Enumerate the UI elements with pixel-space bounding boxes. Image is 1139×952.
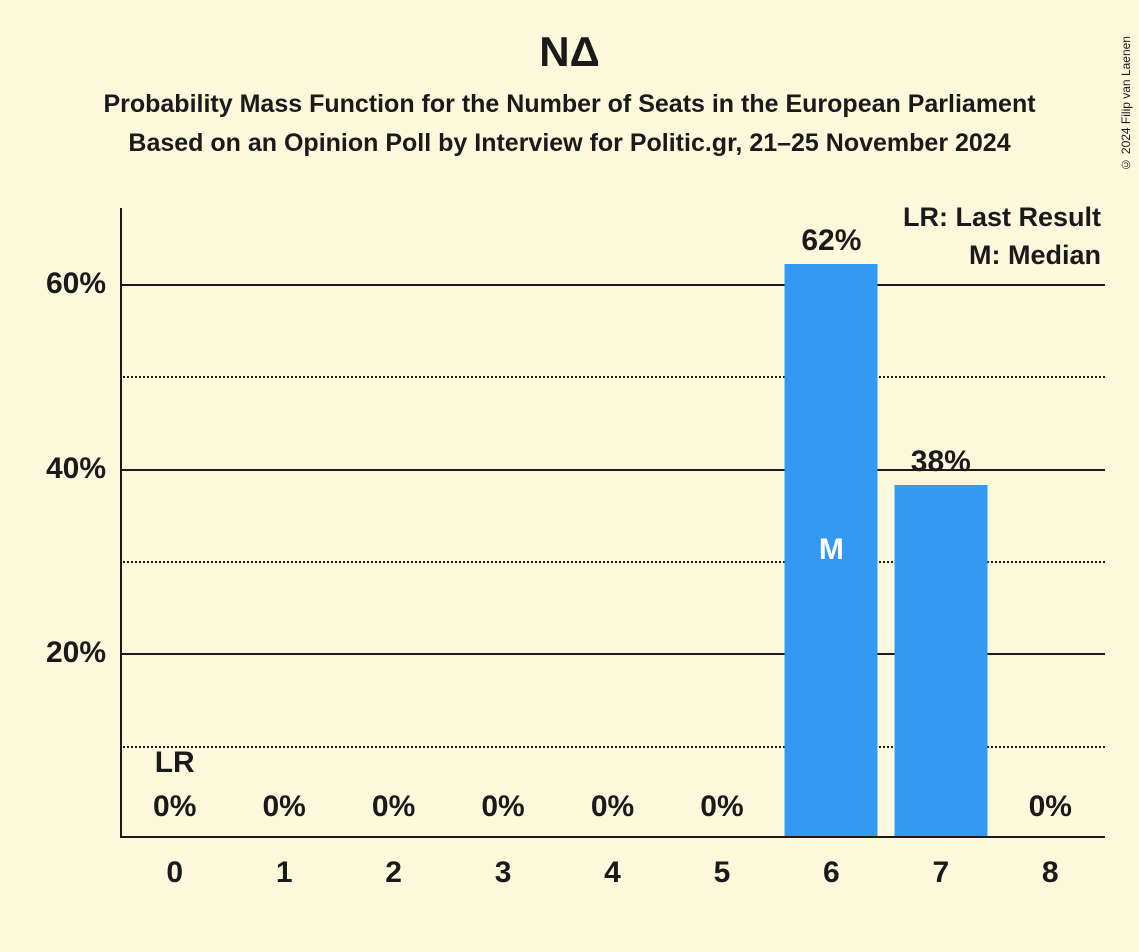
x-tick-label: 3 — [495, 856, 512, 890]
subtitle-2: Based on an Opinion Poll by Interview fo… — [0, 129, 1139, 158]
bar-value-label: 0% — [372, 790, 415, 824]
gridline-major — [120, 284, 1105, 286]
gridline-minor — [120, 376, 1105, 378]
bar-value-label: 0% — [262, 790, 305, 824]
x-tick-label: 0 — [166, 856, 183, 890]
y-axis — [120, 208, 122, 838]
bar: 62%M — [785, 264, 878, 836]
bar-value-label: 0% — [700, 790, 743, 824]
x-tick-label: 8 — [1042, 856, 1059, 890]
last-result-marker: LR — [155, 746, 195, 780]
x-tick-label: 5 — [714, 856, 731, 890]
bar-value-label: 62% — [801, 224, 861, 258]
legend-lr: LR: Last Result — [903, 202, 1101, 233]
x-tick-label: 2 — [385, 856, 402, 890]
median-marker: M — [819, 533, 844, 567]
main-title: ΝΔ — [0, 28, 1139, 76]
bar: 38% — [894, 485, 987, 836]
x-tick-label: 4 — [604, 856, 621, 890]
x-tick-label: 6 — [823, 856, 840, 890]
copyright-text: © 2024 Filip van Laenen — [1119, 36, 1133, 171]
y-tick-label: 60% — [46, 267, 106, 301]
subtitle-1: Probability Mass Function for the Number… — [0, 90, 1139, 119]
bar-value-label: 0% — [1029, 790, 1072, 824]
y-tick-label: 20% — [46, 636, 106, 670]
bar-value-label: 0% — [591, 790, 634, 824]
bar-value-label: 0% — [153, 790, 196, 824]
legend-m: M: Median — [969, 240, 1101, 271]
x-axis — [120, 836, 1105, 838]
bar-value-label: 0% — [481, 790, 524, 824]
y-tick-label: 40% — [46, 452, 106, 486]
bar-value-label: 38% — [911, 445, 971, 479]
x-tick-label: 1 — [276, 856, 293, 890]
chart-plot-area: 20%40%60%00%LR10%20%30%40%50%662%M738%80… — [120, 238, 1105, 838]
x-tick-label: 7 — [932, 856, 949, 890]
